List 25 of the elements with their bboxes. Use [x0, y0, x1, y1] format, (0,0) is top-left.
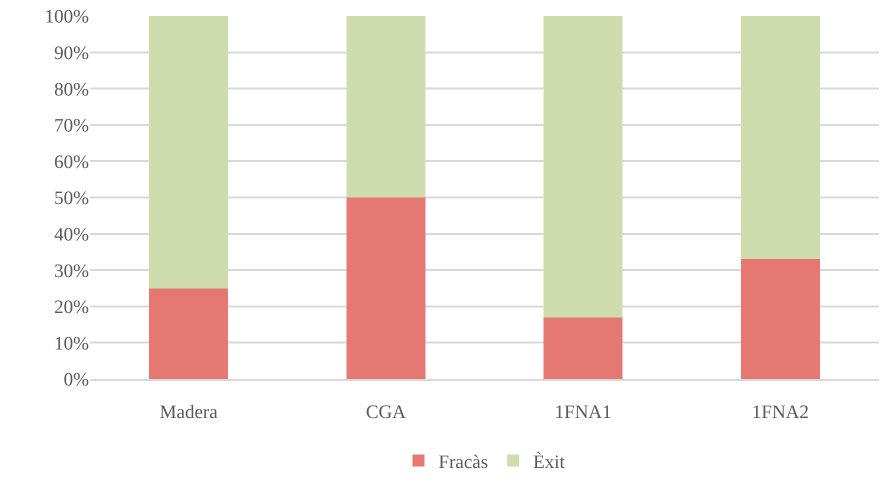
y-tick-label: 0%	[64, 370, 90, 391]
bar	[544, 317, 623, 379]
bar	[149, 288, 228, 379]
y-tick-label: 90%	[54, 42, 90, 64]
x-tick-label: Madera	[160, 402, 218, 423]
y-tick-label: 70%	[54, 116, 90, 137]
y-tick-label: 80%	[54, 79, 90, 100]
y-tick-label: 20%	[54, 297, 90, 318]
x-tick-label: 1FNA2	[752, 402, 809, 423]
y-tick-label: 100%	[44, 6, 90, 28]
y-tick-label: 10%	[54, 333, 90, 354]
x-tick-label: CGA	[366, 402, 406, 423]
y-tick-label: 40%	[54, 224, 90, 246]
x-tick-label: 1FNA1	[554, 402, 612, 423]
legend-label: Èxit	[533, 450, 566, 473]
y-tick-label: 30%	[54, 260, 90, 282]
bar	[740, 16, 820, 260]
bar	[149, 16, 228, 288]
y-tick-label: 50%	[54, 188, 90, 210]
bar	[346, 198, 426, 379]
bar	[544, 16, 623, 318]
legend-label: Fracàs	[438, 452, 488, 473]
y-tick-label: 60%	[54, 152, 90, 173]
bar	[346, 16, 426, 198]
bar	[740, 259, 820, 379]
